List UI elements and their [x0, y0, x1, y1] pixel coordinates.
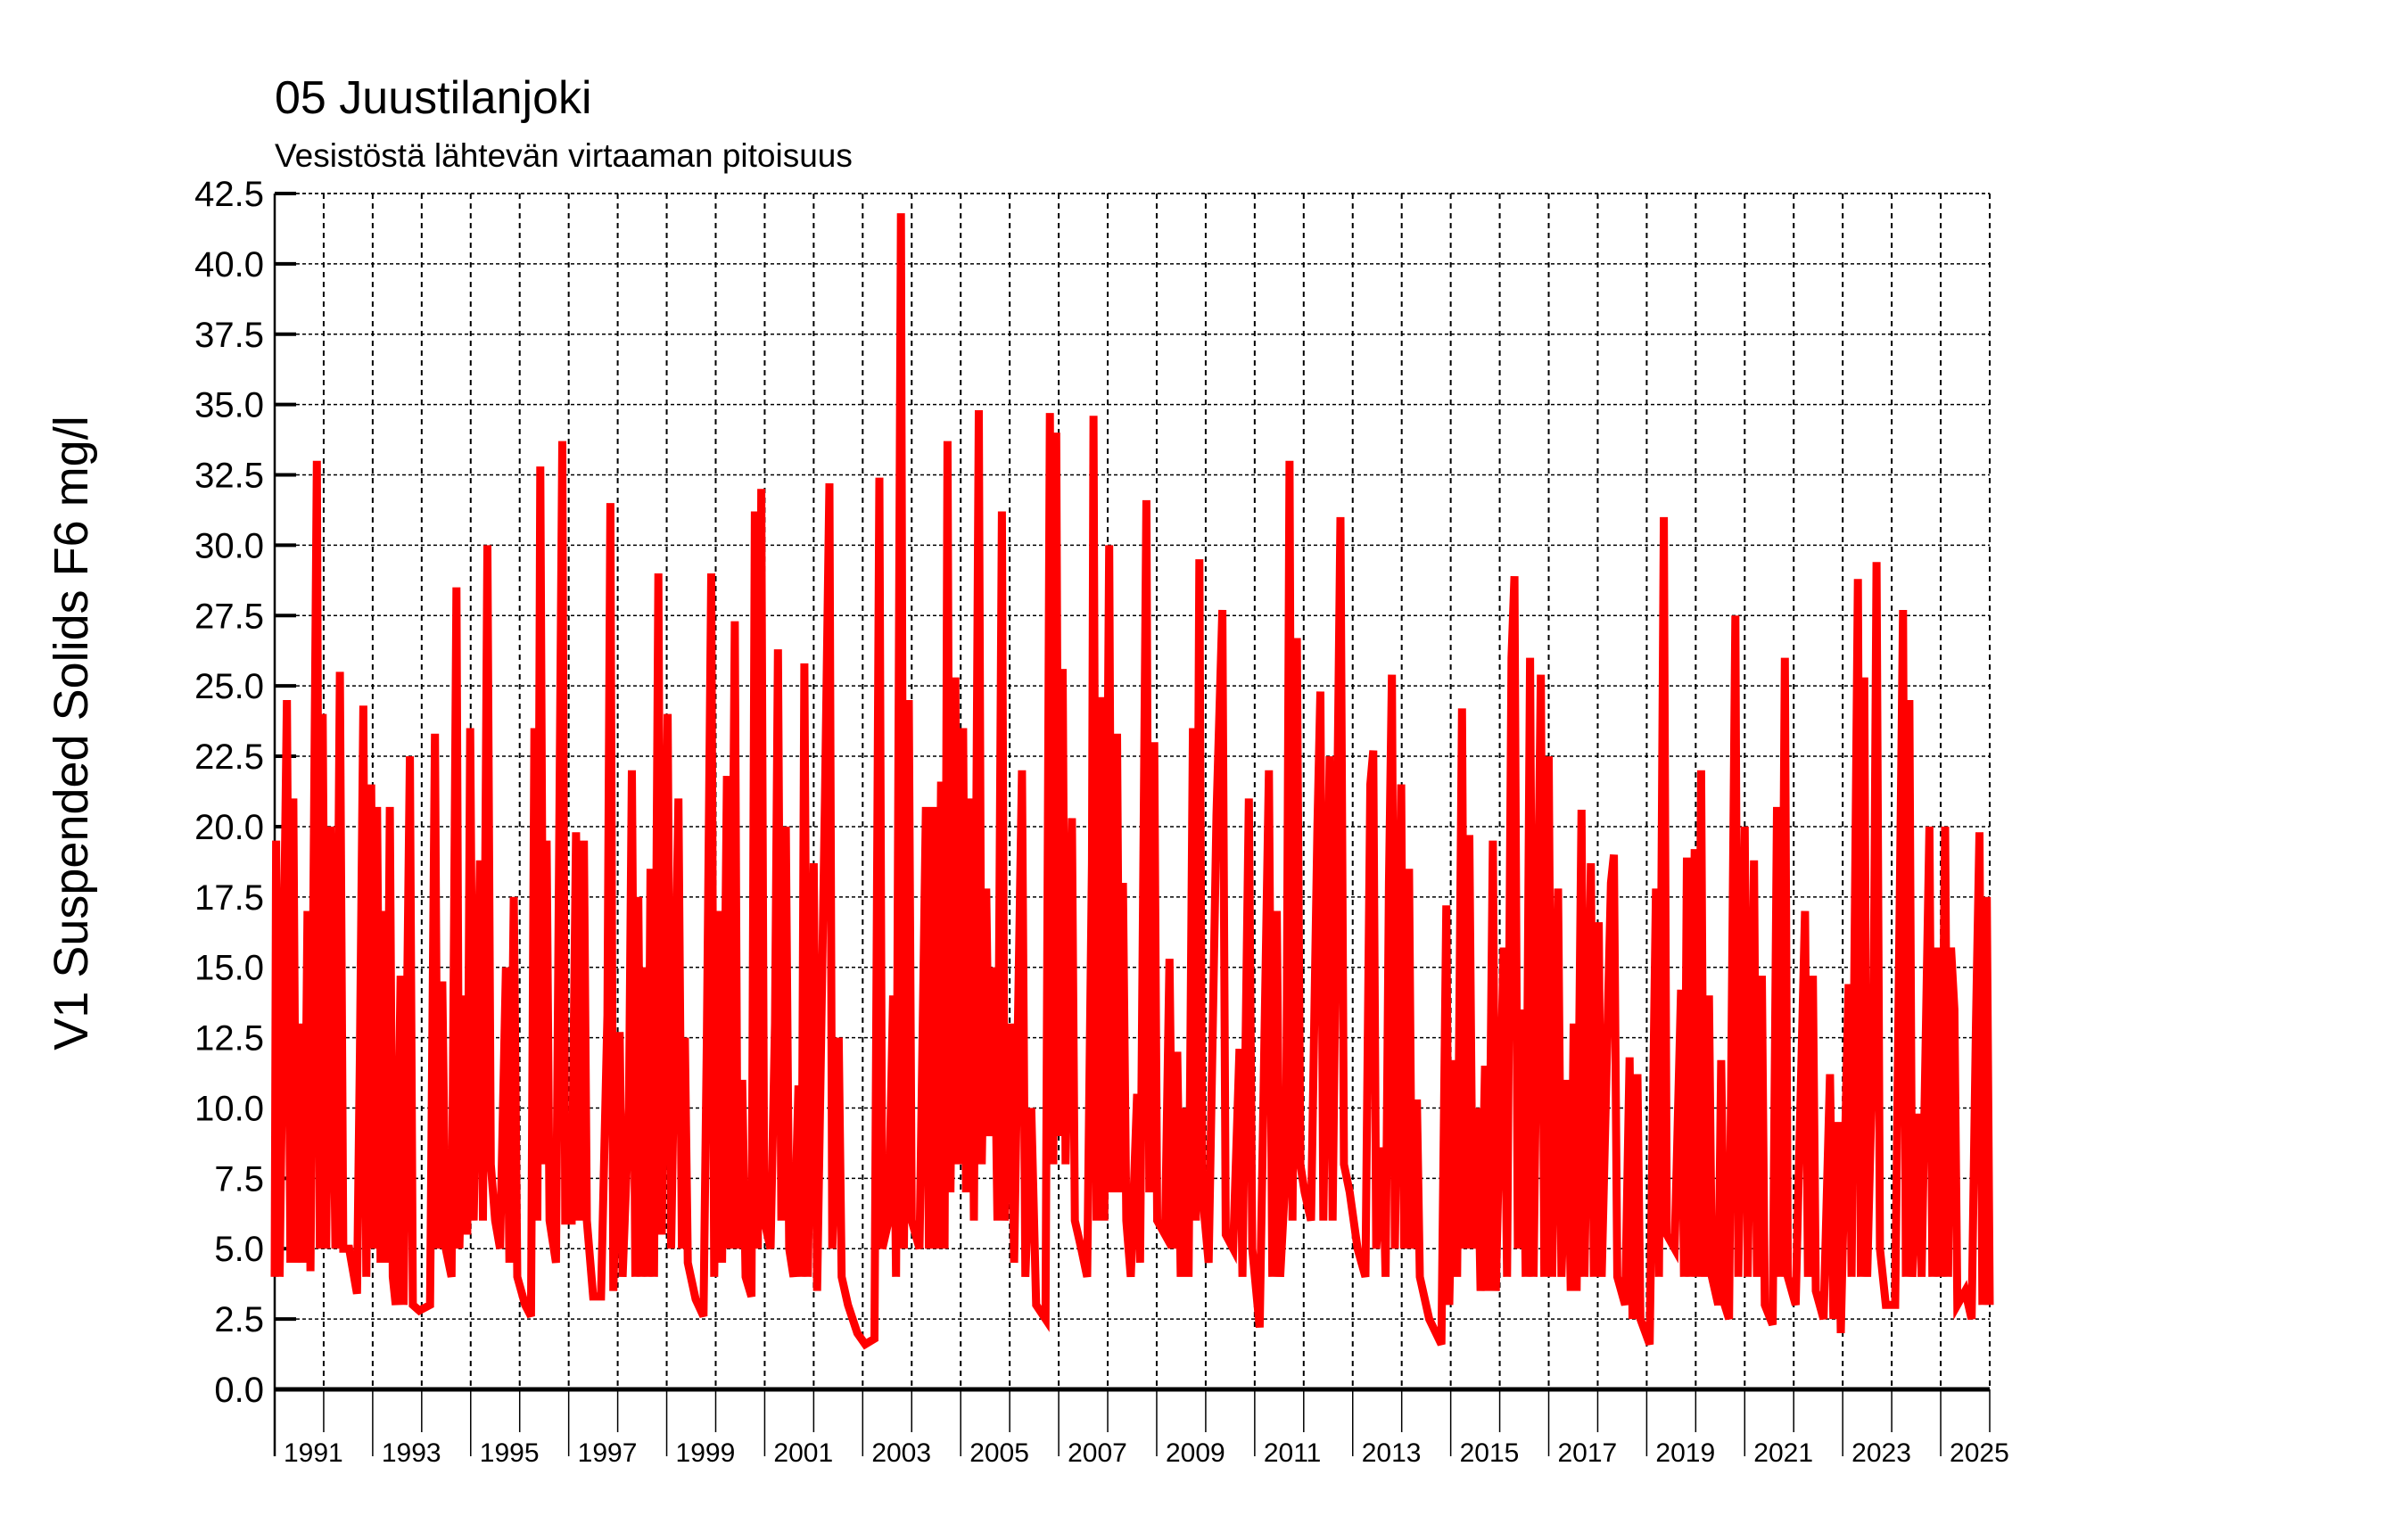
x-tick-label: 2001	[773, 1438, 833, 1468]
y-tick-label: 35.0	[194, 386, 264, 425]
x-tick-label: 2007	[1068, 1438, 1127, 1468]
x-tick-label: 2009	[1166, 1438, 1225, 1468]
x-tick-label: 2019	[1655, 1438, 1715, 1468]
x-tick-label: 2011	[1264, 1438, 1322, 1468]
chart-subtitle: Vesistöstä lähtevän virtaaman pitoisuus	[275, 137, 853, 174]
y-tick-label: 7.5	[214, 1159, 264, 1199]
y-tick-label: 22.5	[194, 737, 264, 777]
x-tick-label: 2023	[1851, 1438, 1911, 1468]
y-tick-label: 25.0	[194, 667, 264, 706]
x-tick-label: 2021	[1753, 1438, 1813, 1468]
x-tick-label: 2013	[1362, 1438, 1422, 1468]
chart-title: 05 Juustilanjoki	[275, 72, 592, 124]
x-tick-label: 2025	[1950, 1438, 2009, 1468]
x-tick-labels: 1991 1993 1995 1997 1999 2001 2003 2005 2007 2009…	[284, 1438, 2009, 1468]
y-axis-label: V1 Suspended Solids F6 mg/l	[45, 416, 98, 1050]
y-tick-label: 17.5	[194, 878, 264, 918]
y-tick-label: 0.0	[214, 1371, 264, 1410]
x-tick-label: 1997	[578, 1438, 638, 1468]
x-tick-label: 2015	[1460, 1438, 1520, 1468]
y-tick-label: 42.5	[194, 175, 264, 214]
y-tick-label: 30.0	[194, 526, 264, 565]
y-tick-labels: 0.0 2.5 5.0 7.5 10.0 12.5 15.0 17.5 20.0 22.5 25.0…	[194, 175, 264, 1410]
x-tick-label: 1993	[382, 1438, 441, 1468]
x-tick-label: 2005	[969, 1438, 1029, 1468]
y-tick-label: 20.0	[194, 808, 264, 847]
y-tick-label: 32.5	[194, 457, 264, 496]
series-line-suspended-solids	[270, 213, 1994, 1350]
y-tick-label: 15.0	[194, 949, 264, 988]
x-tick-label: 1991	[284, 1438, 343, 1468]
y-tick-label: 12.5	[194, 1019, 264, 1059]
y-tick-label: 5.0	[214, 1230, 264, 1269]
y-tick-label: 37.5	[194, 316, 264, 355]
y-tick-label: 2.5	[214, 1300, 264, 1339]
x-tick-label: 2003	[871, 1438, 931, 1468]
x-tick-label: 2017	[1558, 1438, 1618, 1468]
y-tick-label: 27.5	[194, 597, 264, 636]
x-tick-label: 1999	[676, 1438, 736, 1468]
y-tick-label: 10.0	[194, 1089, 264, 1128]
x-tick-label: 1995	[480, 1438, 540, 1468]
y-tick-label: 40.0	[194, 245, 264, 284]
